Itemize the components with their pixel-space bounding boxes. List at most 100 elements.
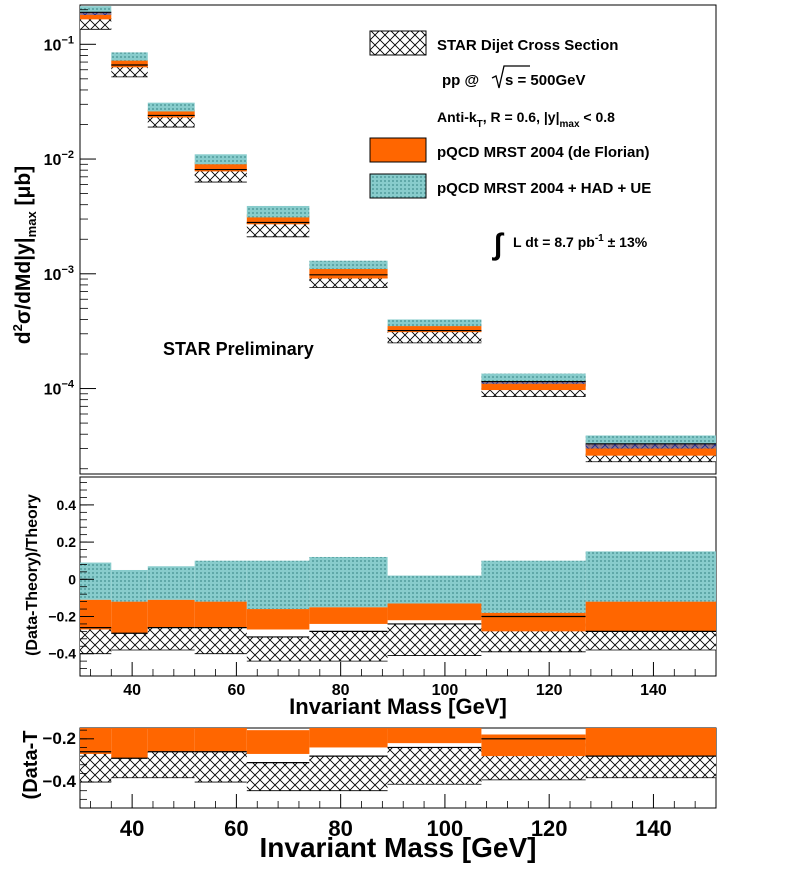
legend-antikt: Anti-kT, R = 0.6, |y|max < 0.8: [437, 109, 615, 130]
spectrum-had-bin-6: [387, 319, 482, 327]
zoom-xtick-label-2: 80: [328, 816, 352, 841]
zoom-theory-bin-5: [309, 728, 388, 748]
spectrum-had-bin-7: [481, 373, 586, 384]
ratio-had-bin-1: [111, 569, 148, 602]
ratio-had-bin-5: [309, 556, 388, 608]
spectrum-had-bin-4: [246, 205, 310, 218]
zoom-data-hatch-8: [585, 756, 716, 778]
zoom-theory-bin-1: [111, 728, 148, 759]
zoom-xtick-label-5: 140: [635, 816, 672, 841]
ratio-theory-bin-1: [111, 601, 148, 634]
ratio-data-hatch-4: [246, 636, 310, 662]
ratio-had-bin-0: [80, 562, 112, 600]
legend-swatch-theory: [369, 137, 427, 163]
zoom-data-hatch-2: [147, 751, 195, 778]
spectrum-theory-bin-0: [80, 13, 112, 20]
spectrum-data-hatch-2: [147, 115, 195, 128]
zoom-data-hatch-0: [80, 751, 112, 783]
zoom-data-hatch-4: [246, 762, 310, 791]
ratio-theory-bin-5: [309, 607, 388, 624]
ratio-xlabel: Invariant Mass [GeV]: [289, 694, 507, 719]
spectrum-had-bin-0: [80, 6, 112, 16]
ratio-xtick-label-3: 100: [432, 682, 459, 699]
ratio-data-hatch-1: [111, 633, 148, 650]
zoom-xtick-label-0: 40: [120, 816, 144, 841]
zoom-xtick-label-3: 100: [427, 816, 464, 841]
legend-label-theory: pQCD MRST 2004 (de Florian): [437, 144, 650, 161]
ratio-data-hatch-3: [194, 627, 247, 654]
ratio-theory-bin-8: [585, 601, 716, 632]
sqrt-sign: [491, 65, 530, 89]
zoom-ytick-label-0: −0.2: [42, 729, 76, 748]
ratio-xtick-label-5: 140: [640, 682, 667, 699]
legend-label-data: STAR Dijet Cross Section: [437, 37, 618, 54]
zoom-bins: [80, 728, 716, 792]
ratio-ytick-label-4: −0.4: [48, 646, 76, 662]
spectrum-theory-bin-7: [481, 378, 586, 391]
ratio-ylabel: (Data-Theory)/Theory: [24, 494, 41, 656]
ratio-xtick-label-4: 120: [536, 682, 563, 699]
spectrum-theory-bin-3: [194, 162, 247, 172]
spectrum-had-bin-2: [147, 102, 195, 112]
ratio-theory-bin-2: [147, 599, 195, 628]
ratio-ytick-label-0: 0.4: [57, 497, 77, 513]
ratio-data-hatch-2: [147, 627, 195, 650]
zoom-theory-bin-4: [246, 730, 310, 754]
zoom-theory-bin-2: [147, 728, 195, 752]
zoom-theory-bin-7: [481, 734, 586, 757]
spectrum-overlap-hatch-7: [481, 381, 586, 384]
ratio-theory-bin-0: [80, 599, 112, 630]
ratio-xtick-label-0: 40: [123, 682, 141, 699]
ratio-had-bin-2: [147, 566, 195, 600]
spectrum-had-bin-1: [111, 52, 148, 61]
zoom-xlabel: Invariant Mass [GeV]: [260, 832, 537, 863]
spectrum-bins: [80, 6, 716, 463]
ratio-theory-bin-4: [246, 609, 310, 630]
legend-lumi: L dt = 8.7 pb-1 ± 13%: [513, 233, 648, 250]
zoom-xtick-label-1: 60: [224, 816, 248, 841]
ratio-data-hatch-5: [309, 631, 388, 662]
legend-swatch-data: [369, 30, 427, 56]
ratio-had-bin-3: [194, 560, 247, 602]
ratio-ytick-label-1: 0.2: [57, 534, 77, 550]
ratio-data-hatch-0: [80, 627, 112, 654]
ratio-xtick-label-2: 80: [332, 682, 350, 699]
spectrum-data-hatch-6: [387, 330, 482, 343]
zoom-theory-bin-0: [80, 728, 112, 754]
ratio-ytick-label-3: −0.2: [48, 608, 76, 624]
spectrum-theory-bin-5: [309, 267, 388, 279]
spectrum-ytick-label-2: 10−3: [44, 264, 74, 284]
spectrum-ylabel: d2σ/dMd|y|max [μb]: [10, 166, 39, 344]
star-preliminary-label: STAR Preliminary: [163, 339, 314, 359]
zoom-theory-bin-8: [585, 728, 716, 757]
ratio-ytick-label-2: 0: [68, 571, 76, 587]
zoom-data-hatch-6: [387, 747, 482, 785]
zoom-data-hatch-1: [111, 758, 148, 778]
spectrum-ytick-label-0: 10−1: [44, 34, 74, 54]
ratio-xtick-label-1: 60: [227, 682, 245, 699]
ratio-theory-bin-7: [481, 612, 586, 632]
legend-label-had: pQCD MRST 2004 + HAD + UE: [437, 180, 651, 197]
axes: 10−1 10−2 10−3 10−4 0.4 0.2 0 −0.2 −0.4 40 60 80 100…: [42, 9, 717, 841]
ratio-had-bin-7: [481, 560, 586, 613]
spectrum-data-hatch-3: [194, 169, 247, 183]
ratio-theory-bin-6: [387, 603, 482, 621]
ratio-had-bin-6: [387, 575, 482, 604]
spectrum-ytick-label-3: 10−4: [44, 379, 75, 399]
spectrum-theory-bin-2: [147, 109, 195, 118]
zoom-ylabel: (Data-T: [20, 731, 42, 800]
ratio-bins: [80, 551, 716, 662]
spectrum-data-hatch-4: [246, 222, 310, 237]
zoom-xtick-label-4: 120: [531, 816, 568, 841]
spectrum-theory-bin-1: [111, 59, 148, 68]
legend-sqrt: s = 500GeV: [505, 72, 585, 89]
spectrum-data-hatch-1: [111, 65, 148, 77]
spectrum-had-bin-5: [309, 260, 388, 270]
legend-pp: pp @: [442, 72, 479, 89]
zoom-data-hatch-3: [194, 751, 247, 783]
ratio-had-bin-4: [246, 560, 310, 610]
legend-swatch-had: [369, 173, 427, 199]
spectrum-had-bin-3: [194, 154, 247, 165]
spectrum-ytick-label-1: 10−2: [44, 149, 74, 169]
